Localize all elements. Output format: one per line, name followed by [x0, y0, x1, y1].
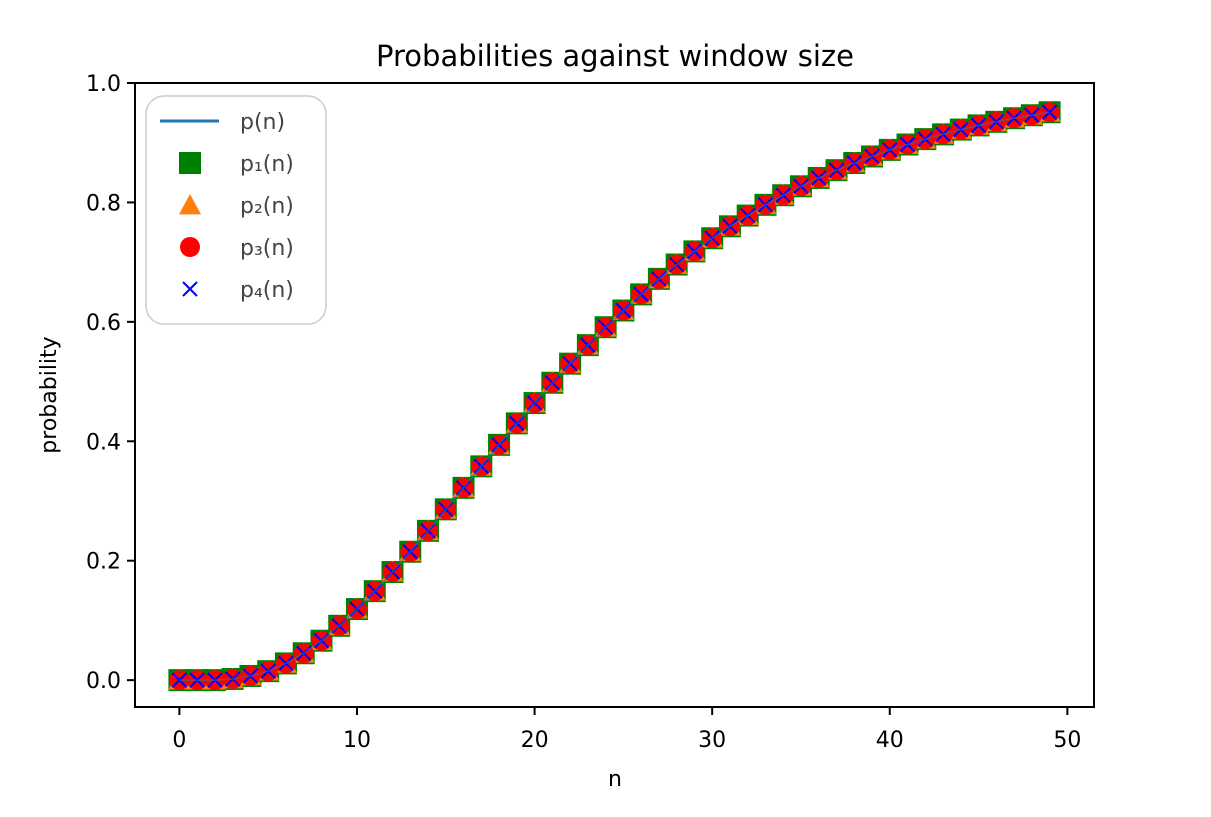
x-tick-label: 0 [172, 728, 186, 753]
legend-item: p₄(n) [182, 278, 294, 303]
legend-label: p₃(n) [240, 236, 294, 261]
legend-item: p₁(n) [179, 152, 294, 177]
legend-marker-triangle [179, 194, 201, 215]
legend-marker-x [182, 281, 198, 297]
x-tick-label: 20 [521, 728, 549, 753]
legend-marker-square [179, 152, 201, 174]
x-tick-label: 40 [876, 728, 904, 753]
axis-ticks: 0 10 20 30 40 50 0.0 0.2 0.4 0.6 0.8 1.0 [86, 72, 1081, 753]
legend-item: p₂(n) [179, 194, 294, 219]
y-tick-label: 0.8 [86, 191, 121, 216]
y-tick-label: 0.4 [86, 430, 121, 455]
y-tick-label: 0.6 [86, 311, 121, 336]
legend-label: p(n) [240, 110, 285, 135]
legend-marker-circle [180, 237, 200, 257]
legend: p(n) p₁(n) p₂(n) p₃(n) p₄(n) [145, 95, 327, 325]
plot-frame [134, 82, 1095, 708]
legend-label: p₂(n) [240, 194, 294, 219]
chart-title: Probabilities against window size [376, 39, 854, 73]
x-tick-label: 30 [698, 728, 726, 753]
plot-area [168, 101, 1061, 692]
legend-item: p(n) [160, 110, 285, 135]
y-axis-label: probability [37, 336, 62, 453]
series-line-overlay [179, 111, 1050, 681]
x-axis-label: n [608, 767, 622, 792]
legend-item: p₃(n) [180, 236, 294, 261]
x-tick-label: 50 [1053, 728, 1081, 753]
y-tick-label: 1.0 [86, 72, 121, 97]
legend-label: p₁(n) [240, 152, 294, 177]
legend-label: p₄(n) [240, 278, 294, 303]
x-tick-label: 10 [343, 728, 371, 753]
legend-box [145, 95, 327, 325]
y-tick-label: 0.0 [86, 669, 121, 694]
y-tick-label: 0.2 [86, 550, 121, 575]
legend-marker-x-stroke [182, 281, 198, 297]
